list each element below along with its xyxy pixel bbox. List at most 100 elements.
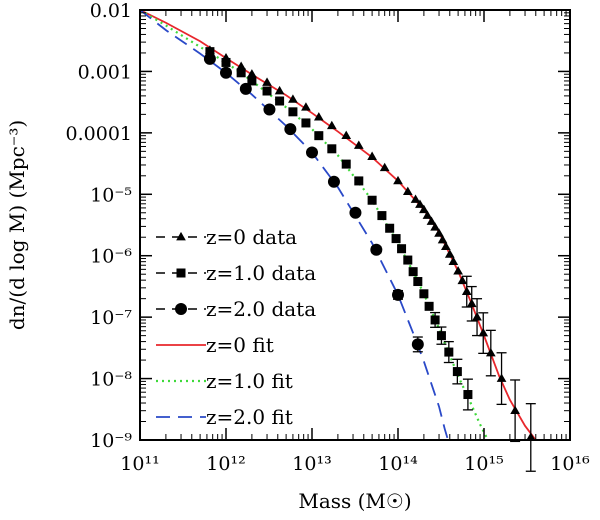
y-tick-label: 10⁻⁹ [90, 430, 132, 452]
data-point [236, 61, 246, 70]
data-point [430, 315, 440, 325]
data-point [411, 338, 424, 351]
y-axis-title: dn/(d log M) (Mpc⁻³) [5, 120, 29, 330]
y-tick-label: 0.001 [78, 61, 132, 83]
data-point [437, 234, 448, 244]
data-point [440, 241, 451, 251]
data-point [379, 162, 390, 172]
y-tick-label: 10⁻⁶ [90, 246, 132, 268]
data-point [408, 267, 418, 277]
x-tick-label: 10¹² [206, 453, 245, 475]
data-point [274, 85, 285, 95]
data-point [391, 234, 401, 244]
x-tick-label: 10¹⁴ [378, 453, 418, 475]
data-point [326, 120, 337, 130]
data-point [301, 102, 311, 111]
data-point [419, 204, 429, 214]
data-point [430, 222, 440, 231]
data-point [301, 118, 311, 128]
fit-curve-z-2-0-fit [140, 10, 449, 440]
legend: z=0 data z=1.0 data z=2.0 data z=0 fit z=1.0… [156, 225, 316, 429]
data-point [525, 432, 536, 441]
data-point [377, 211, 387, 221]
data-point [419, 289, 429, 299]
legend-label: z=1.0 fit [206, 369, 293, 393]
data-point [306, 146, 318, 159]
series-z-1-0-data [205, 47, 473, 411]
legend-label: z=0 data [206, 225, 297, 249]
data-point [354, 176, 364, 186]
data-point [463, 390, 473, 400]
fit-curves [140, 10, 537, 440]
legend-label: z=2.0 fit [206, 405, 293, 429]
data-point [415, 199, 425, 208]
data-point [275, 96, 285, 106]
legend-marker [175, 303, 187, 315]
legend-label: z=2.0 data [206, 297, 316, 321]
x-tick-label: 10¹³ [292, 453, 331, 475]
data-point [327, 175, 340, 188]
data-point [262, 77, 272, 86]
data-point [413, 277, 423, 287]
data-point [466, 298, 477, 308]
data-point [313, 112, 324, 121]
data-point [422, 210, 433, 219]
data-point [436, 331, 446, 341]
legend-entry: z=2.0 data [156, 297, 316, 321]
data-point [392, 288, 404, 301]
data-point [424, 301, 434, 311]
x-tick-label: 10¹⁵ [464, 453, 503, 475]
data-point [349, 206, 362, 219]
data-point [472, 312, 482, 321]
plot-frame [139, 9, 571, 441]
y-tick-label: 10⁻⁷ [90, 307, 132, 329]
data-point [220, 66, 232, 79]
data-point [444, 249, 455, 258]
x-tick-label: 10¹⁶ [550, 453, 590, 475]
y-tick-label: 10⁻⁵ [90, 184, 132, 206]
data-point [263, 103, 276, 116]
data-points [203, 45, 536, 472]
data-point [205, 47, 215, 57]
legend-label: z=1.0 data [206, 261, 316, 285]
legend-entry: z=2.0 fit [156, 405, 293, 429]
data-point [288, 107, 298, 117]
legend-entry: z=1.0 fit [156, 369, 293, 393]
data-point [403, 255, 413, 265]
data-point [453, 266, 463, 275]
y-tick-label: 0.0001 [66, 123, 132, 145]
legend-marker [176, 231, 186, 241]
data-point [444, 347, 454, 357]
data-point [353, 140, 364, 149]
data-point [341, 130, 352, 139]
data-point [341, 159, 351, 169]
legend-entry: z=0 fit [156, 333, 274, 357]
data-point [370, 243, 383, 256]
data-point [327, 144, 337, 154]
data-point [247, 69, 257, 78]
x-tick-label: 10¹¹ [120, 453, 159, 475]
data-point [410, 194, 421, 203]
data-point [397, 244, 407, 254]
data-point [284, 123, 297, 136]
data-point [448, 256, 459, 265]
data-point [461, 286, 472, 295]
data-point [496, 373, 507, 382]
y-tick-label: 10⁻⁸ [90, 369, 132, 391]
data-point [385, 223, 395, 233]
legend-entry: z=1.0 data [156, 261, 316, 285]
data-point [510, 405, 520, 415]
data-point [485, 347, 496, 357]
data-point [457, 275, 468, 285]
fit-curve-z-1-0-fit [140, 10, 490, 440]
axis-ticks: 10¹¹ 10¹² 10¹³ 10¹⁴ 10¹⁵ 10¹⁶ 0.01 0.001 0.0001 1… [66, 0, 591, 475]
data-point [393, 175, 403, 185]
data-point [236, 68, 246, 78]
y-tick-label: 0.01 [90, 0, 132, 22]
data-point [262, 86, 272, 96]
x-axis-title: Mass (M☉) [298, 489, 411, 513]
data-point [367, 151, 377, 160]
data-point [434, 228, 444, 237]
data-point [221, 57, 231, 67]
